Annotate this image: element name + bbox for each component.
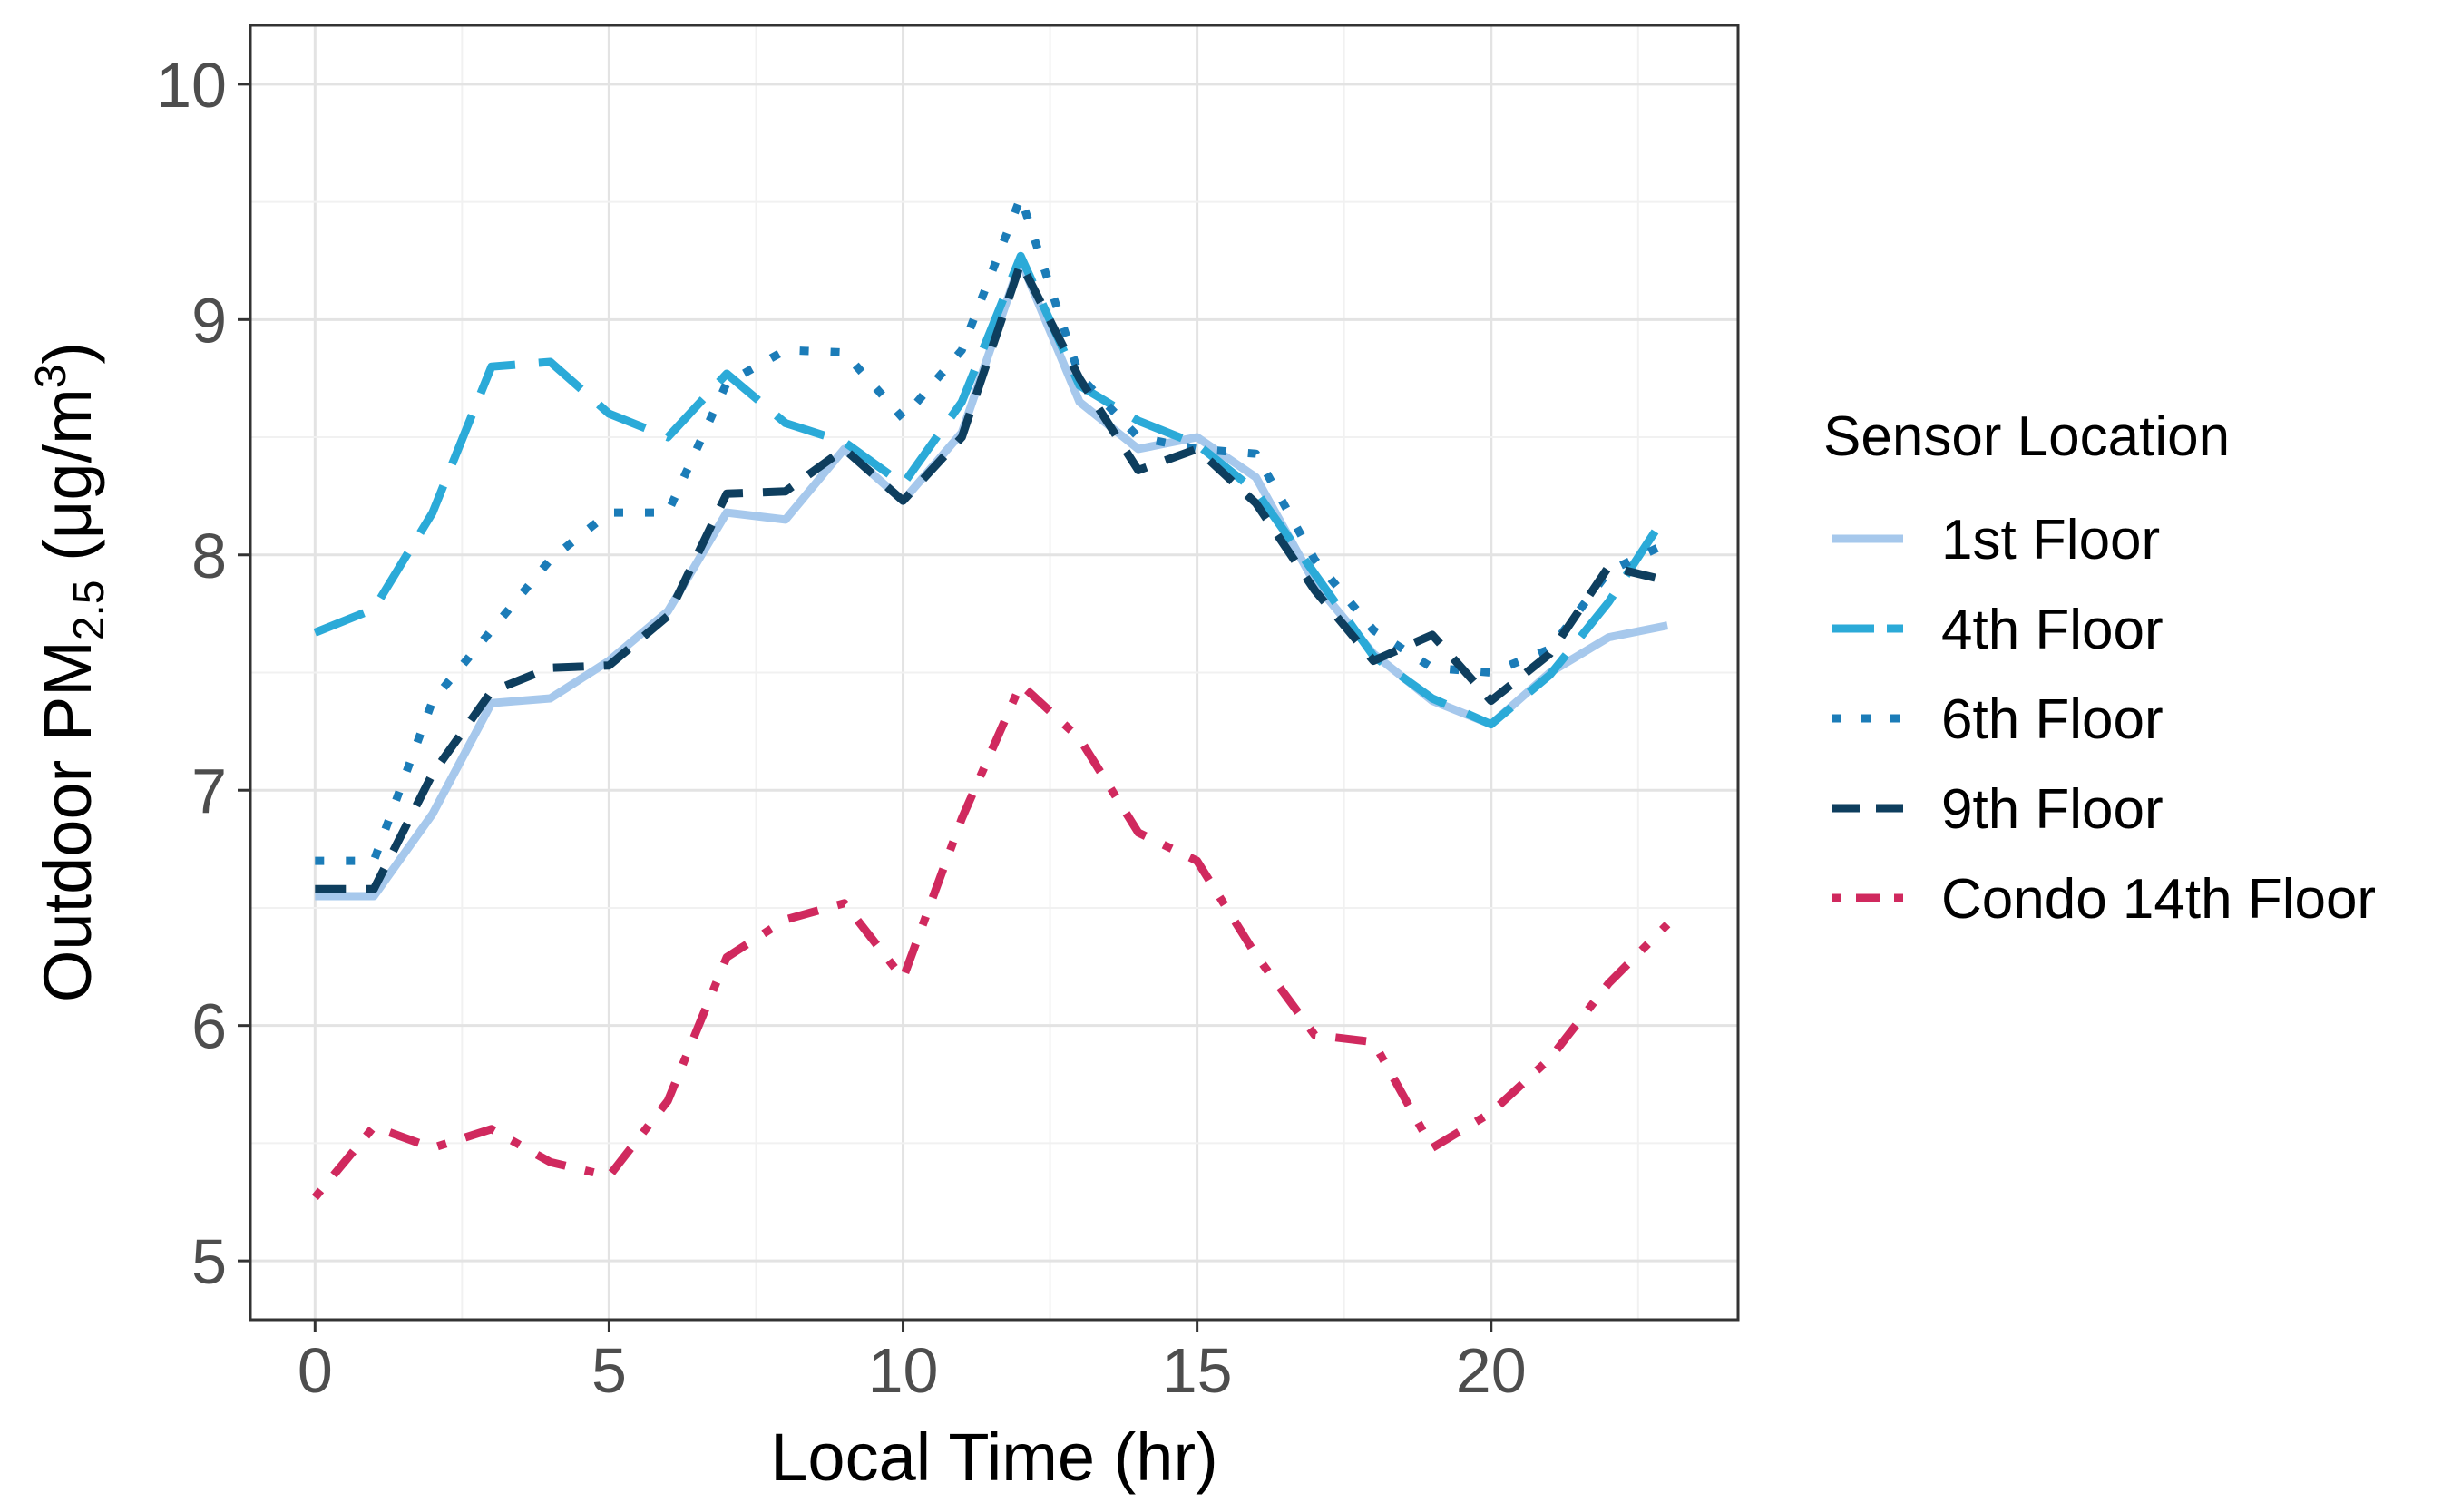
series-line-4th-floor bbox=[313, 251, 1671, 729]
legend-title: Sensor Location bbox=[1823, 405, 2230, 468]
y-axis-title: Outdoor PM2.5 (μg/m3) bbox=[27, 342, 113, 1002]
legend-label: 4th Floor bbox=[1941, 599, 2164, 661]
y-tick-label: 5 bbox=[191, 1226, 227, 1297]
legend: Sensor Location 1st Floor 4th Floor 6th Fl… bbox=[1823, 405, 2376, 931]
y-tick-label: 10 bbox=[156, 50, 227, 121]
x-axis-ticks: 0 5 10 15 20 bbox=[298, 1320, 1527, 1406]
series-line-6th-floor bbox=[315, 192, 1670, 865]
y-axis-ticks: 5 6 7 8 9 10 bbox=[156, 50, 250, 1297]
y-tick-label: 8 bbox=[191, 521, 227, 591]
legend-label: 1st Floor bbox=[1941, 509, 2160, 571]
legend-items: 1st Floor 4th Floor 6th Floor 9th Floor Cond… bbox=[1832, 509, 2376, 931]
y-tick-label: 7 bbox=[191, 756, 227, 826]
series-line-1st-floor bbox=[315, 257, 1669, 901]
legend-label: 6th Floor bbox=[1941, 688, 2164, 751]
legend-label: Condo 14th Floor bbox=[1941, 868, 2376, 931]
y-axis-title-superscript: 3 bbox=[27, 365, 75, 389]
y-axis-title-prefix: Outdoor PM bbox=[30, 640, 105, 1002]
y-tick-label: 9 bbox=[191, 285, 227, 356]
x-tick-label: 20 bbox=[1456, 1335, 1527, 1406]
plot-panel-border bbox=[249, 24, 1740, 1322]
series-lines bbox=[311, 192, 1671, 1200]
series-line-condo-14th-floor bbox=[311, 680, 1671, 1200]
x-tick-label: 5 bbox=[591, 1335, 627, 1406]
y-axis-title-close: ) bbox=[30, 342, 105, 365]
x-tick-label: 15 bbox=[1162, 1335, 1233, 1406]
y-axis-title-subscript: 2.5 bbox=[65, 580, 113, 640]
y-axis-title-unit: (μg/m bbox=[30, 388, 105, 580]
x-tick-label: 0 bbox=[298, 1335, 333, 1406]
grid bbox=[250, 25, 1738, 1320]
legend-label: 9th Floor bbox=[1941, 778, 2164, 841]
x-tick-label: 10 bbox=[868, 1335, 939, 1406]
x-axis-title: Local Time (hr) bbox=[770, 1419, 1217, 1495]
y-tick-label: 6 bbox=[191, 991, 227, 1062]
